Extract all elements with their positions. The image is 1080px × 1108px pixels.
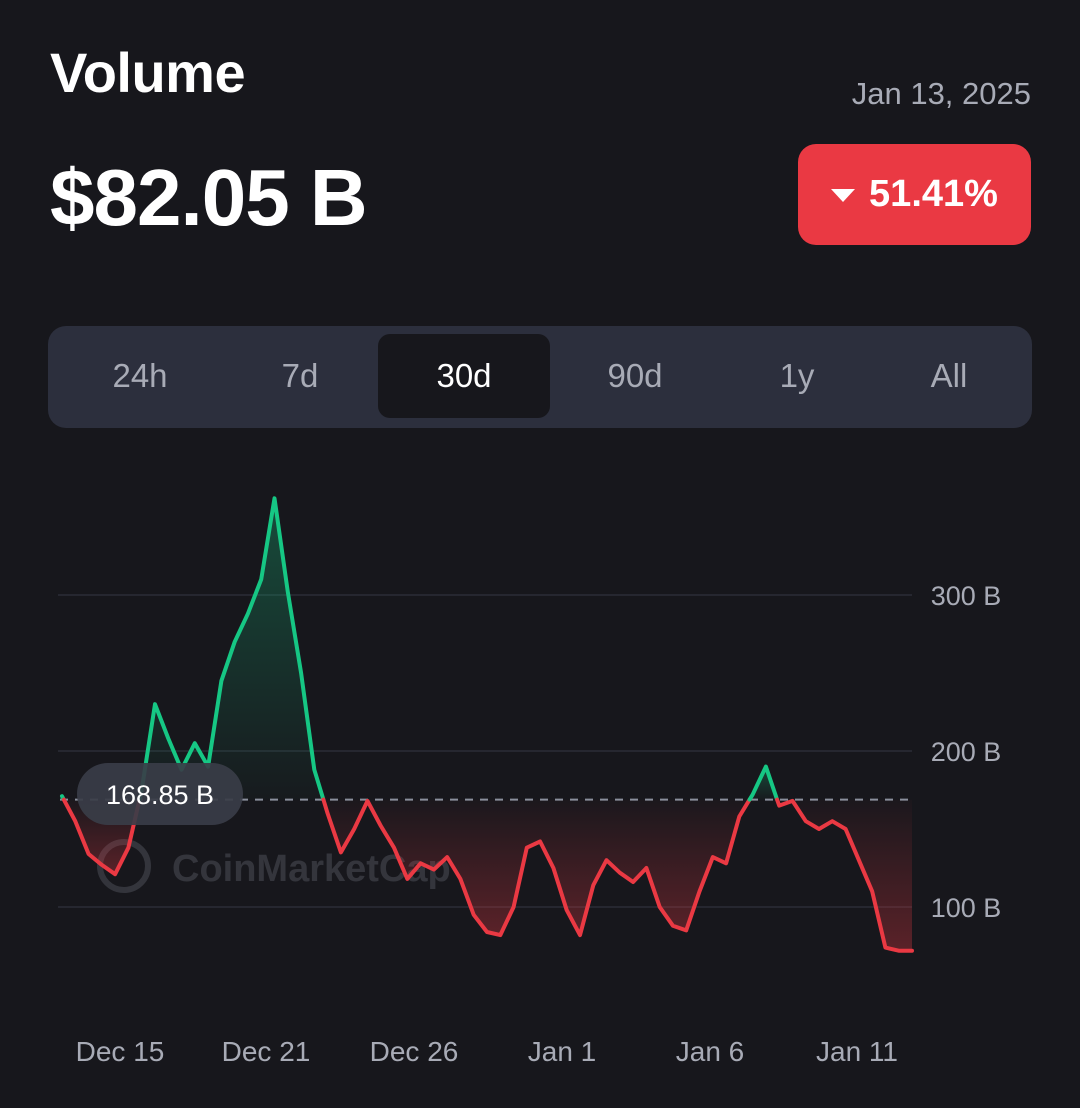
change-percent: 51.41%	[869, 173, 998, 215]
page-title: Volume	[50, 41, 246, 104]
x-tick-label: Jan 11	[816, 1036, 898, 1067]
x-tick-label: Jan 6	[676, 1036, 745, 1067]
tab-all[interactable]: All	[930, 357, 968, 394]
x-tick-label: Dec 26	[370, 1036, 459, 1067]
down-area	[323, 799, 750, 936]
down-series-line	[61, 797, 142, 877]
up-area	[749, 766, 778, 800]
up-series-line	[747, 764, 780, 802]
down-series-line	[321, 797, 752, 938]
caret-down-icon	[831, 189, 856, 202]
y-tick-label: 200 B	[931, 737, 1002, 767]
x-tick-label: Dec 21	[222, 1036, 311, 1067]
up-series-line	[137, 496, 326, 802]
tab-1y[interactable]: 1y	[779, 357, 815, 394]
range-selector: 24h 7d 30d 90d 1y All	[48, 326, 1032, 428]
y-tick-label: 100 B	[931, 893, 1002, 923]
tab-7d[interactable]: 7d	[281, 357, 319, 394]
date-label: Jan 13, 2025	[851, 76, 1031, 111]
volume-value: $82.05 B	[50, 153, 368, 242]
tab-30d[interactable]: 30d	[378, 334, 550, 418]
change-badge: 51.41%	[798, 144, 1031, 245]
reference-pill-bg	[77, 763, 243, 825]
up-area	[139, 498, 324, 800]
y-tick-label: 300 B	[931, 581, 1002, 611]
down-series-line	[775, 797, 914, 953]
x-tick-label: Jan 1	[528, 1036, 597, 1067]
reference-pill: 168.85 B	[77, 763, 243, 825]
tab-24h[interactable]: 24h	[112, 357, 168, 394]
series-lines	[60, 496, 914, 953]
down-area	[777, 799, 912, 951]
y-axis-labels: 100 B 200 B 300 B	[931, 581, 1002, 923]
x-axis-labels: Dec 15 Dec 21 Dec 26 Jan 1 Jan 6 Jan 11	[76, 1036, 898, 1067]
reference-label: 168.85 B	[106, 780, 214, 810]
x-tick-label: Dec 15	[76, 1036, 165, 1067]
tab-90d[interactable]: 90d	[607, 357, 663, 394]
